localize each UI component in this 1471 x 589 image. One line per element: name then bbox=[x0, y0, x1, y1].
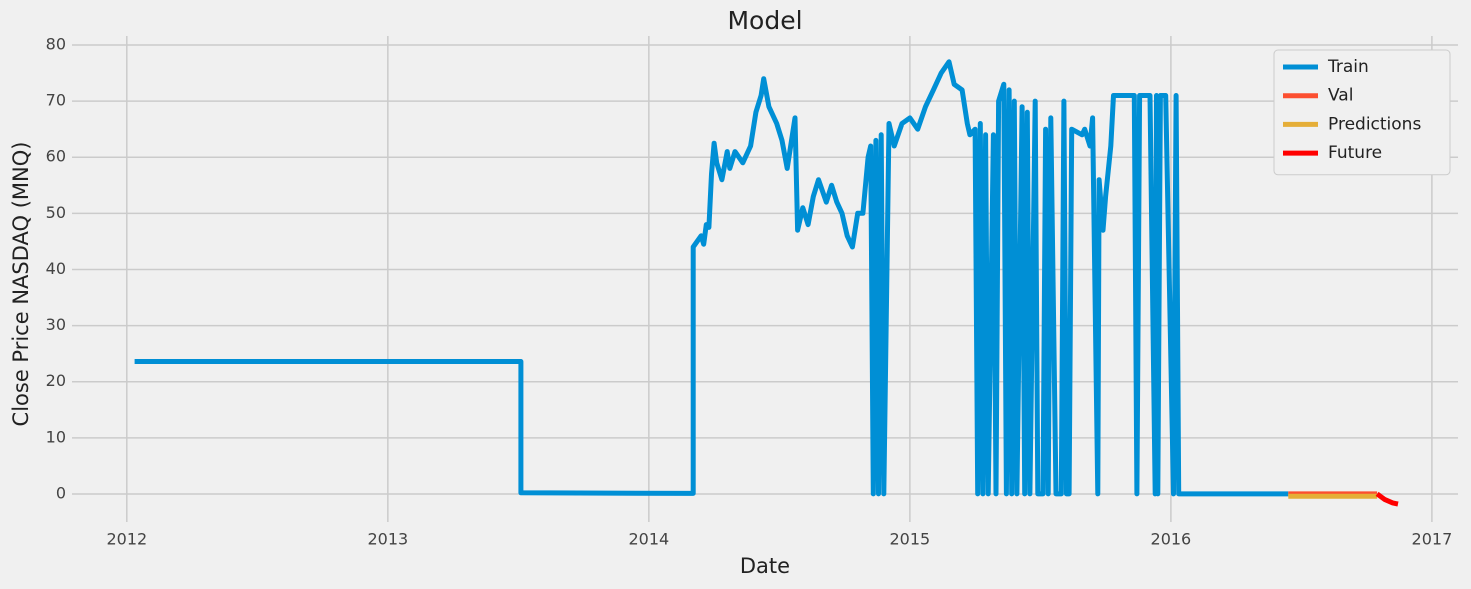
grid: 0 10 20 30 40 50 60 70 80 2012 2013 2014 2015 2016 201… bbox=[46, 34, 1458, 549]
plot-lines bbox=[134, 59, 1399, 507]
x-tick-label: 2017 bbox=[1412, 530, 1453, 549]
legend-label: Predictions bbox=[1328, 114, 1421, 134]
y-tick-label: 30 bbox=[46, 315, 66, 334]
y-tick-label: 60 bbox=[46, 147, 66, 166]
x-tick-label: 2013 bbox=[367, 530, 408, 549]
y-tick-label: 20 bbox=[46, 371, 66, 390]
legend: Train Val Predictions Future bbox=[1273, 49, 1451, 176]
y-tick-label: 80 bbox=[46, 34, 66, 53]
legend-label: Val bbox=[1328, 86, 1353, 106]
x-tick-label: 2014 bbox=[628, 530, 669, 549]
y-tick-label: 10 bbox=[46, 427, 66, 446]
legend-label: Future bbox=[1328, 143, 1382, 163]
series-line bbox=[134, 59, 1289, 497]
y-tick-label: 0 bbox=[56, 483, 66, 502]
y-axis-label: Close Price NASDAQ (MNQ) bbox=[9, 142, 33, 427]
x-tick-label: 2015 bbox=[890, 530, 931, 549]
series-line bbox=[1375, 491, 1399, 507]
x-axis-label: Date bbox=[740, 554, 790, 578]
y-tick-label: 50 bbox=[46, 203, 66, 222]
y-tick-label: 40 bbox=[46, 259, 66, 278]
y-tick-label: 70 bbox=[46, 91, 66, 110]
legend-box bbox=[1273, 49, 1451, 176]
x-tick-label: 2016 bbox=[1151, 530, 1192, 549]
x-tick-label: 2012 bbox=[106, 530, 147, 549]
legend-label: Train bbox=[1327, 57, 1369, 77]
chart-title: Model bbox=[727, 6, 802, 35]
